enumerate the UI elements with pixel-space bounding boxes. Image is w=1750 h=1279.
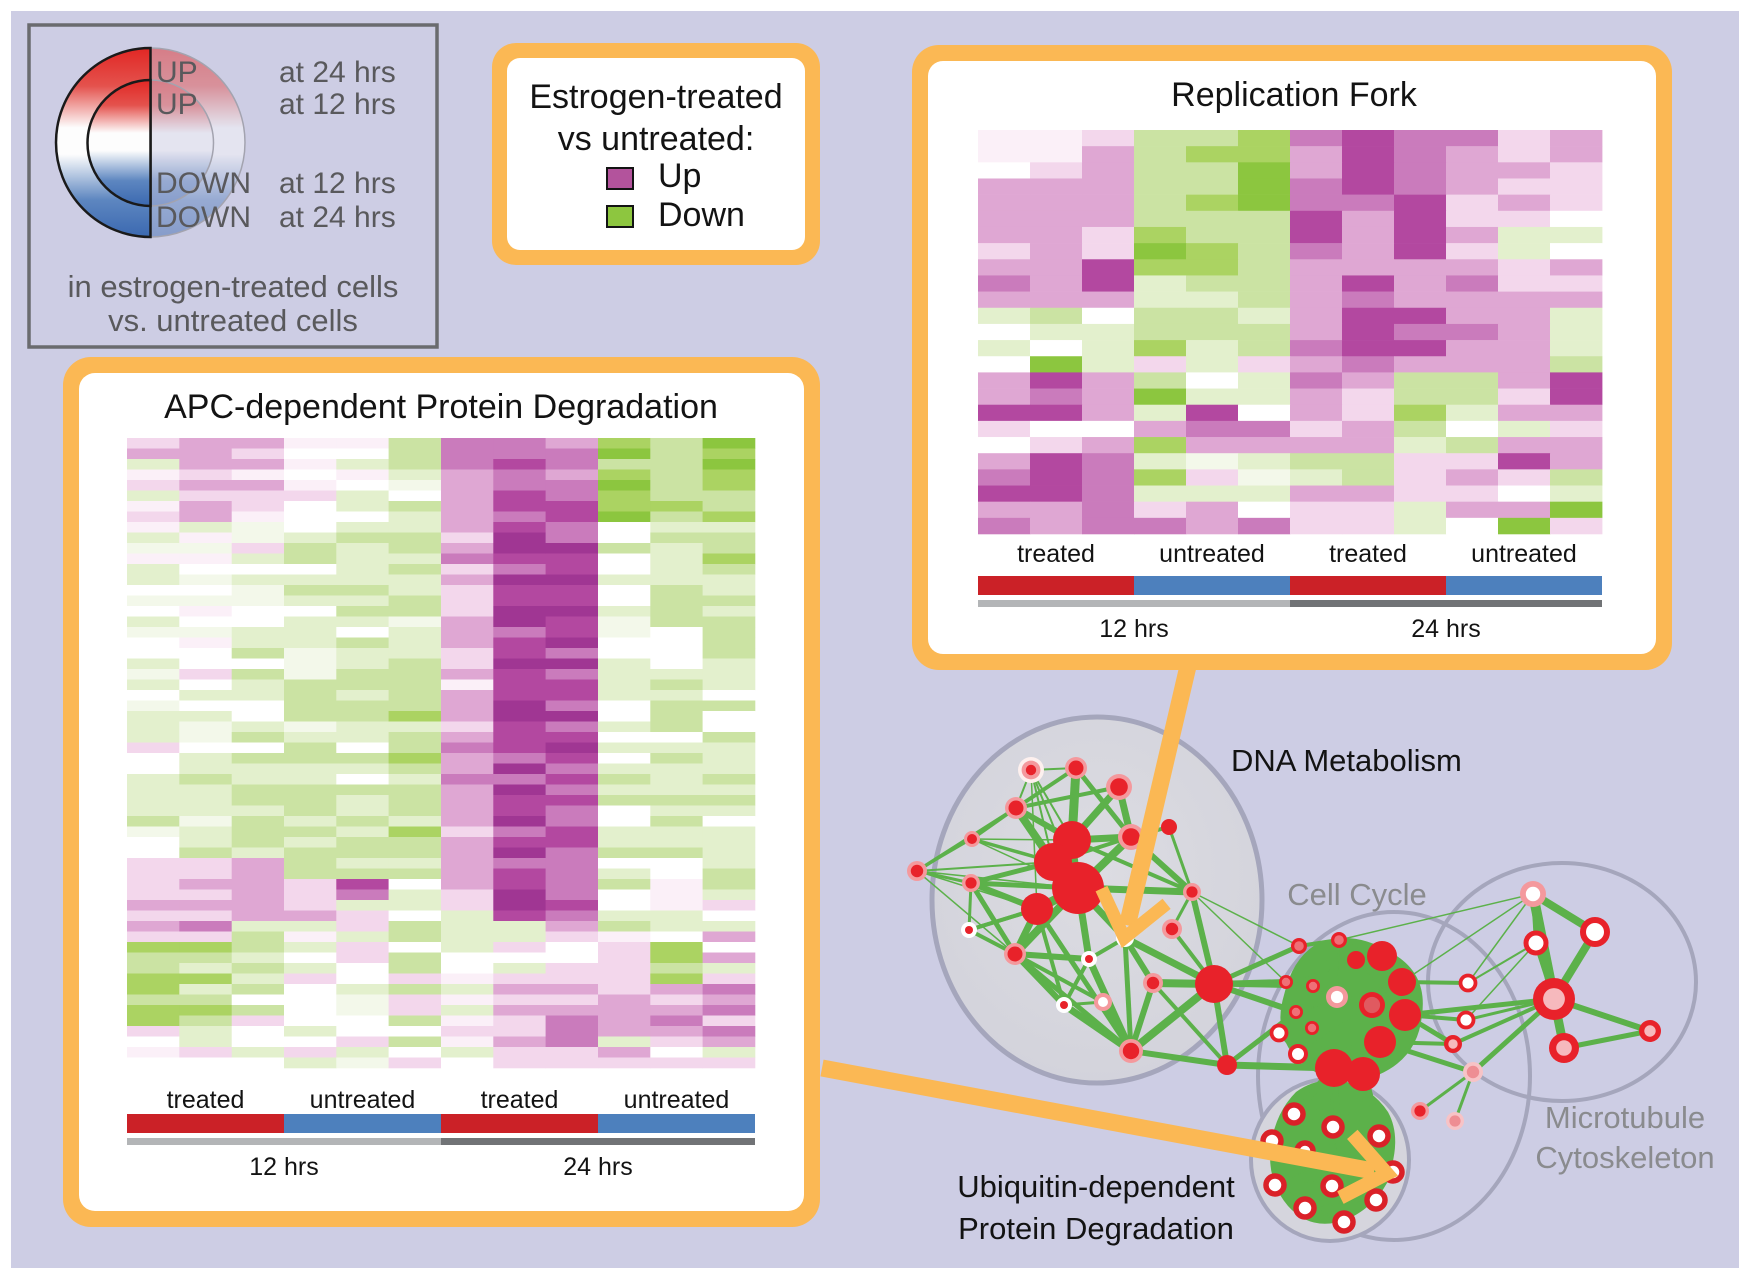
svg-text:Cytoskeleton: Cytoskeleton bbox=[1535, 1140, 1714, 1175]
svg-text:Ubiquitin-dependent: Ubiquitin-dependent bbox=[957, 1169, 1235, 1204]
svg-text:in estrogen-treated cells: in estrogen-treated cells bbox=[68, 269, 399, 304]
svg-text:treated: treated bbox=[1329, 540, 1407, 568]
svg-text:DOWN: DOWN bbox=[156, 167, 251, 200]
svg-text:treated: treated bbox=[167, 1086, 245, 1114]
svg-text:untreated: untreated bbox=[1471, 540, 1577, 568]
svg-text:vs. untreated cells: vs. untreated cells bbox=[108, 303, 358, 338]
svg-text:Estrogen-treated: Estrogen-treated bbox=[529, 78, 782, 116]
svg-text:Microtubule: Microtubule bbox=[1545, 1100, 1705, 1135]
svg-text:Cell Cycle: Cell Cycle bbox=[1287, 877, 1427, 912]
svg-text:treated: treated bbox=[481, 1086, 559, 1114]
svg-text:at 24 hrs: at 24 hrs bbox=[279, 56, 396, 89]
svg-text:UP: UP bbox=[156, 88, 198, 121]
svg-text:untreated: untreated bbox=[1159, 540, 1265, 568]
svg-text:24 hrs: 24 hrs bbox=[563, 1153, 632, 1181]
svg-text:DOWN: DOWN bbox=[156, 201, 251, 234]
svg-text:at 24 hrs: at 24 hrs bbox=[279, 201, 396, 234]
svg-text:vs untreated:: vs untreated: bbox=[558, 120, 755, 158]
svg-text:12 hrs: 12 hrs bbox=[249, 1153, 318, 1181]
svg-text:untreated: untreated bbox=[310, 1086, 416, 1114]
svg-text:Down: Down bbox=[658, 196, 745, 234]
svg-text:Up: Up bbox=[658, 157, 701, 195]
svg-text:at 12 hrs: at 12 hrs bbox=[279, 88, 396, 121]
svg-text:Protein Degradation: Protein Degradation bbox=[958, 1211, 1234, 1246]
svg-text:at 12 hrs: at 12 hrs bbox=[279, 167, 396, 200]
svg-text:untreated: untreated bbox=[624, 1086, 730, 1114]
svg-text:UP: UP bbox=[156, 56, 198, 89]
svg-text:APC-dependent Protein Degradat: APC-dependent Protein Degradation bbox=[164, 388, 718, 426]
svg-text:Replication Fork: Replication Fork bbox=[1171, 76, 1418, 114]
svg-text:treated: treated bbox=[1017, 540, 1095, 568]
svg-text:12 hrs: 12 hrs bbox=[1099, 615, 1168, 643]
svg-text:DNA Metabolism: DNA Metabolism bbox=[1231, 743, 1462, 778]
svg-text:24 hrs: 24 hrs bbox=[1411, 615, 1480, 643]
